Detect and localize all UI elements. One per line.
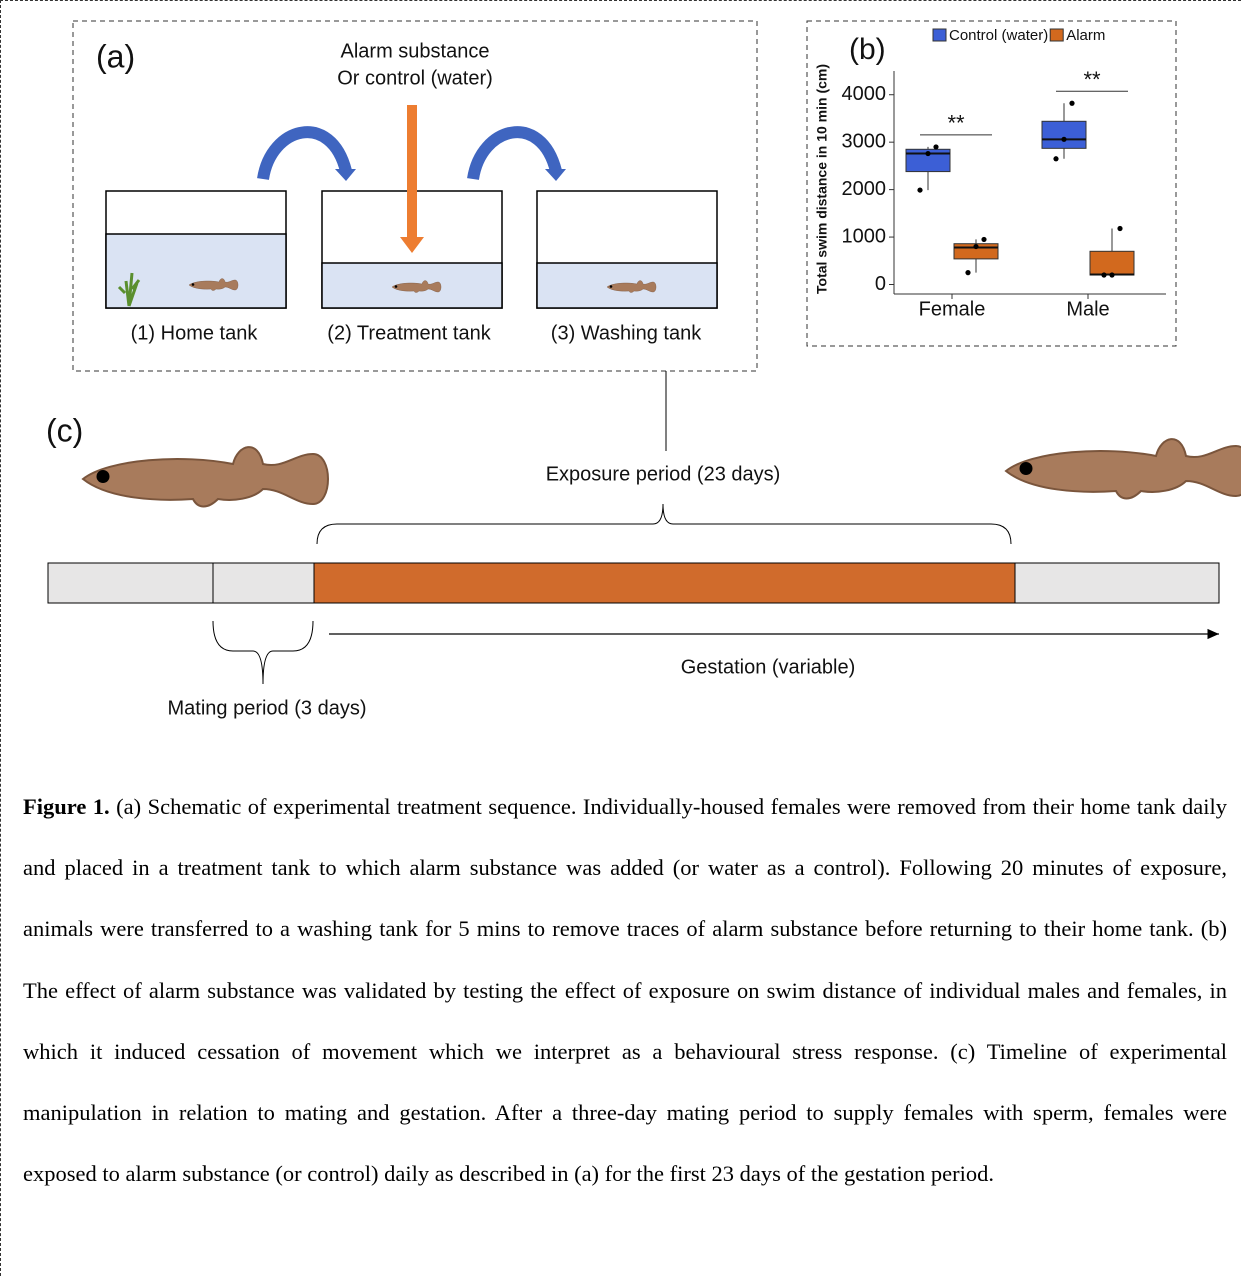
input-label: Alarm substance	[341, 40, 490, 62]
caption: Figure 1. (a) Schematic of experimental …	[23, 776, 1227, 1204]
mating-label: Mating period (3 days)	[168, 697, 367, 719]
data-point	[981, 237, 986, 242]
data-point	[1109, 272, 1114, 277]
gestation-label: Gestation (variable)	[681, 656, 856, 678]
data-point	[933, 144, 938, 149]
data-point	[1061, 137, 1066, 142]
significance-label: **	[947, 111, 965, 136]
page: (a) Alarm substance Or control (water) (…	[0, 0, 1241, 1276]
box	[1042, 121, 1086, 148]
caption-text: (a) Schematic of experimental treatment …	[23, 794, 1227, 1186]
data-point	[917, 187, 922, 192]
legend-swatch	[1050, 29, 1063, 41]
data-point	[965, 270, 970, 275]
tank-label: (3) Washing tank	[551, 322, 702, 344]
panel-label: (a)	[96, 38, 135, 74]
panel-label: (b)	[849, 33, 886, 66]
x-tick-label: Female	[919, 298, 986, 320]
timeline	[48, 563, 1219, 603]
y-tick-label: 3000	[842, 130, 887, 152]
fish-icon	[83, 447, 328, 506]
exposure-label: Exposure period (23 days)	[546, 463, 781, 485]
caption-label: Figure 1.	[23, 794, 110, 819]
data-point	[1069, 101, 1074, 106]
y-tick-label: 2000	[842, 178, 887, 200]
tank-label: (1) Home tank	[131, 322, 259, 344]
mating-brace	[213, 621, 313, 684]
significance-label: **	[1083, 67, 1101, 92]
x-tick-label: Male	[1066, 298, 1109, 320]
panel-label: (c)	[46, 412, 83, 448]
y-tick-label: 0	[875, 273, 886, 295]
legend-label: Alarm	[1066, 27, 1105, 44]
legend-swatch	[933, 29, 946, 41]
tank-label: (2) Treatment tank	[327, 322, 491, 344]
data-point	[925, 151, 930, 156]
box	[1090, 251, 1134, 275]
input-label: Or control (water)	[337, 67, 493, 89]
data-point	[1053, 156, 1058, 161]
data-point	[1117, 226, 1122, 231]
tanks	[106, 105, 717, 308]
box-chart: (b) Total swim distance in 10 min (cm) 0 10…	[814, 27, 1166, 320]
exposure-brace	[317, 504, 1011, 544]
data-point	[1101, 272, 1106, 277]
figure: (a) Alarm substance Or control (water) (…	[1, 1, 1241, 761]
y-axis-title: Total swim distance in 10 min (cm)	[814, 64, 830, 294]
y-tick-label: 1000	[842, 225, 887, 247]
legend-label: Control (water)	[949, 27, 1048, 44]
data-point	[973, 244, 978, 249]
y-tick-label: 4000	[842, 83, 887, 105]
fish-icon	[1006, 439, 1241, 498]
